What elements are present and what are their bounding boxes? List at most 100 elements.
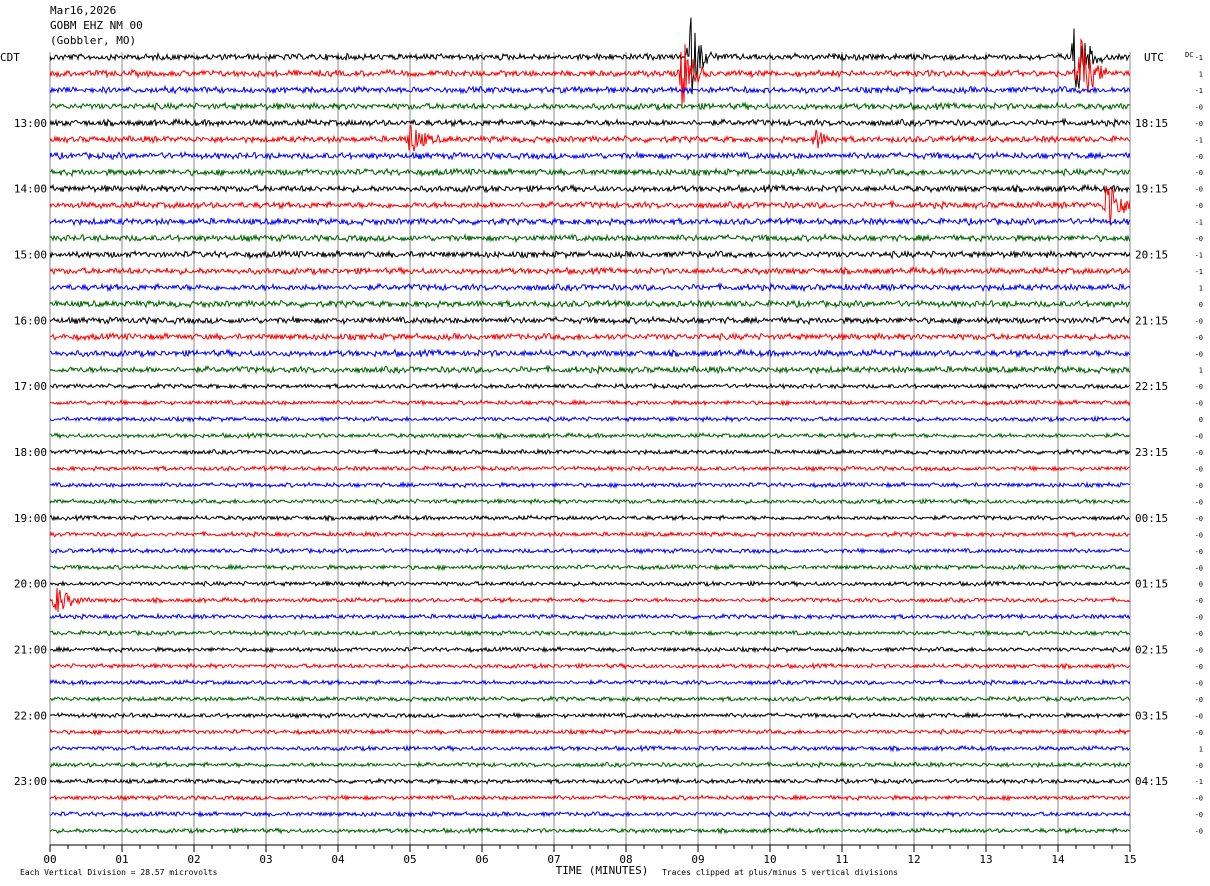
dc-offset-label: -0 [1195, 597, 1203, 605]
seismic-trace-8 [50, 183, 1130, 194]
x-tick-label: 03 [259, 853, 272, 866]
x-tick-label: 08 [619, 853, 632, 866]
seismic-trace-26 [50, 480, 1130, 489]
dc-offset-label: -0 [1195, 383, 1203, 391]
dc-offset-label: -0 [1195, 169, 1203, 177]
dc-offset-label: -0 [1195, 663, 1203, 671]
hour-label-right: 00:15 [1135, 512, 1168, 525]
x-tick-label: 02 [187, 853, 200, 866]
hour-label-right: 04:15 [1135, 775, 1168, 788]
seismic-trace-36 [50, 645, 1130, 654]
seismic-trace-30 [50, 546, 1130, 555]
x-tick-label: 05 [403, 853, 416, 866]
dc-offset-label: 1 [1199, 284, 1203, 292]
dc-offset-label: -0 [1195, 679, 1203, 687]
x-axis-title: TIME (MINUTES) [556, 864, 649, 877]
seismic-trace-22 [50, 415, 1130, 424]
seismic-trace-11 [50, 232, 1130, 244]
dc-offset-label: -0 [1195, 498, 1203, 506]
dc-offset-label: -1 [1195, 252, 1203, 260]
seismic-trace-13 [50, 265, 1130, 277]
hour-label-right: 23:15 [1135, 446, 1168, 459]
x-tick-label: 09 [691, 853, 704, 866]
dc-offset-label: 1 [1199, 745, 1203, 753]
dc-offset-label: -0 [1195, 828, 1203, 836]
hour-label-left: 17:00 [14, 380, 47, 393]
x-tick-label: 07 [547, 853, 560, 866]
hour-label-right: 22:15 [1135, 380, 1168, 393]
date-label: Mar16,2026 [50, 4, 117, 17]
dc-offset-label: -0 [1195, 762, 1203, 770]
dc-offset-label: -0 [1195, 186, 1203, 194]
seismic-trace-10 [50, 216, 1130, 227]
hour-label-left: 16:00 [14, 314, 47, 327]
dc-offset-label: -0 [1195, 614, 1203, 622]
dc-offset-label: -0 [1195, 120, 1203, 128]
dc-offset-label: -0 [1195, 153, 1203, 161]
x-tick-label: 11 [835, 853, 848, 866]
dc-offset-label: -0 [1195, 729, 1203, 737]
dc-offset-label: -0 [1195, 811, 1203, 819]
x-tick-label: 01 [115, 853, 128, 866]
seismic-trace-42 [50, 744, 1130, 753]
hour-label-left: 15:00 [14, 249, 47, 262]
dc-offset-label: 0 [1199, 416, 1203, 424]
dc-offset-label: -0 [1195, 564, 1203, 572]
x-tick-label: 06 [475, 853, 488, 866]
dc-offset-label: -0 [1195, 515, 1203, 523]
dc-offset-label: -0 [1195, 400, 1203, 408]
seismic-trace-44 [50, 777, 1130, 786]
seismic-trace-45 [50, 793, 1130, 802]
dc-offset-label: -1 [1195, 268, 1203, 276]
seismic-trace-18 [50, 348, 1130, 359]
seismic-trace-19 [50, 364, 1130, 375]
vertical-division-note: Each Vertical Division = 28.57 microvolt… [20, 868, 218, 877]
dc-offset-label: 1 [1199, 367, 1203, 375]
seismic-trace-33 [50, 587, 1130, 613]
seismic-trace-28 [50, 513, 1130, 523]
hour-label-left: 13:00 [14, 117, 47, 130]
dc-offset-label: -1 [1195, 778, 1203, 786]
dc-offset-label: -0 [1195, 317, 1203, 325]
hour-label-left: 20:00 [14, 578, 47, 591]
seismic-trace-3 [50, 101, 1130, 112]
seismic-trace-6 [50, 150, 1130, 161]
dc-offset-label: -0 [1195, 202, 1203, 210]
seismic-trace-24 [50, 447, 1130, 456]
seismic-trace-17 [50, 331, 1130, 342]
seismic-trace-23 [50, 431, 1130, 440]
x-tick-label: 13 [979, 853, 992, 866]
seismic-trace-2 [50, 84, 1130, 95]
seismic-trace-1 [50, 37, 1130, 107]
seismic-trace-35 [50, 629, 1130, 638]
x-tick-label: 15 [1123, 853, 1136, 866]
dc-offset-label: -0 [1195, 531, 1203, 539]
seismic-trace-14 [50, 282, 1130, 293]
dc-offset-label: -0 [1195, 334, 1203, 342]
seismic-trace-12 [50, 249, 1130, 260]
dc-offset-label: -0 [1195, 235, 1203, 243]
hour-label-left: 18:00 [14, 446, 47, 459]
seismic-trace-9 [50, 185, 1130, 225]
seismic-trace-39 [50, 694, 1130, 703]
location-label: (Gobbler, MO) [50, 34, 137, 47]
hour-label-left: 19:00 [14, 512, 47, 525]
hour-label-right: 19:15 [1135, 183, 1168, 196]
trace-group [50, 17, 1130, 835]
seismic-trace-27 [50, 497, 1130, 506]
dc-offset-label: 0 [1199, 581, 1203, 589]
hour-label-right: 02:15 [1135, 644, 1168, 657]
hour-label-left: 21:00 [14, 644, 47, 657]
x-tick-label: 12 [907, 853, 920, 866]
dc-offset-label: -0 [1195, 696, 1203, 704]
clip-note: Traces clipped at plus/minus 5 vertical … [662, 868, 898, 877]
seismic-trace-21 [50, 398, 1130, 407]
seismic-trace-20 [50, 382, 1130, 391]
hour-label-left: 14:00 [14, 183, 47, 196]
hour-label-left: 22:00 [14, 709, 47, 722]
seismic-trace-40 [50, 711, 1130, 720]
seismic-trace-29 [50, 529, 1130, 539]
seismic-trace-41 [50, 727, 1130, 736]
seismic-trace-25 [50, 464, 1130, 473]
